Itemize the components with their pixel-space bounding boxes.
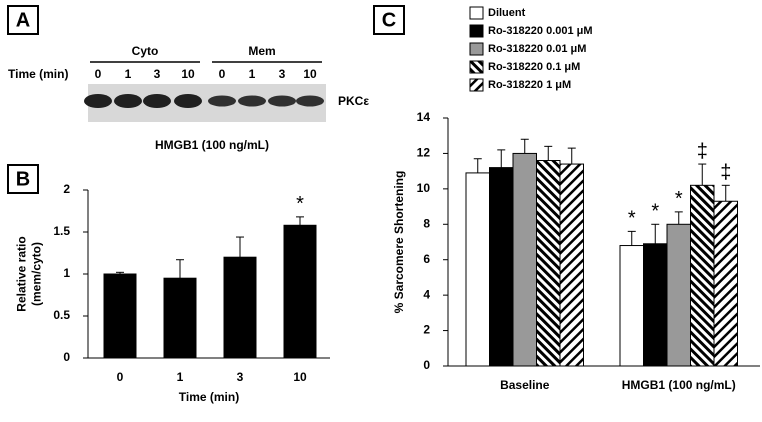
bar [223,256,257,359]
error-bar [721,184,730,202]
bar [283,224,317,359]
bar [690,184,715,367]
y-axis-label: Relative ratio [15,236,29,311]
significance-mark: * [628,208,636,230]
y-axis-label: % Sarcomere Shortening [392,171,406,314]
x-tick-label: 0 [117,370,124,384]
lane-label: 0 [95,67,102,81]
x-tick-label: 1 [177,370,184,384]
y-tick-label: 1 [63,266,70,280]
error-bar [473,158,482,173]
lane-label: 0 [219,67,226,81]
lane-label: 3 [154,67,161,81]
group-label: Mem [248,44,275,58]
significance-mark: * [675,188,683,210]
lane-label: 1 [125,67,132,81]
error-bar [497,149,506,168]
band [238,95,266,107]
y-axis-label: (mem/cyto) [30,242,44,306]
caption: HMGB1 (100 ng/mL) [155,138,269,152]
x-tick-label: 3 [237,370,244,384]
bar [619,245,644,367]
panel-label: A [16,9,30,31]
error-bar [520,138,529,154]
legend-label: Ro-318220 0.1 μM [488,61,580,73]
lanes: 0 1 3 10 0 1 3 10 [95,67,317,81]
error-bar [176,259,184,279]
y-tick-label: 4 [423,287,430,301]
legend-label: Diluent [488,7,526,19]
band [296,95,324,107]
legend-label: Ro-318220 0.001 μM [488,25,593,37]
legend-label: Ro-318220 0.01 μM [488,43,586,55]
y-tick-label: 2 [423,323,430,337]
panel-a: A Cyto Mem Time (min) 0 1 3 10 0 1 3 10 PKCε HM… [7,5,369,152]
band [114,94,142,108]
bar [666,223,691,367]
lane-label: 10 [303,67,317,81]
band [174,94,202,108]
band [143,94,171,108]
error-bar [236,236,244,258]
x-axis-label: Time (min) [179,390,239,404]
band [84,94,112,108]
bar [713,200,738,367]
significance-mark: * [651,201,659,223]
bar [489,167,514,367]
bar [163,277,197,359]
legend-swatch [469,42,484,56]
error-bar [627,230,636,246]
bar [465,172,490,367]
bar [559,163,584,367]
group-label: Cyto [132,44,159,58]
y-tick-label: 1.5 [53,224,70,238]
band [208,95,236,107]
y-tick-label: 8 [423,216,430,230]
y-tick-label: 0.5 [53,308,70,322]
error-bar [674,211,683,225]
bar [103,273,137,359]
x-tick-label: Baseline [500,378,550,392]
y-tick-label: 12 [417,146,431,160]
significance-mark: ‡ [697,140,708,162]
lane-label: 3 [279,67,286,81]
y-tick-label: 14 [417,110,431,124]
legend-swatch [469,6,484,20]
panel-box [7,5,39,35]
error-bar [296,216,304,226]
lane-label: 1 [249,67,256,81]
y-tick-label: 10 [417,181,431,195]
error-bar [567,147,576,165]
panel-label: C [382,9,396,31]
legend-swatch [469,78,484,92]
bar [512,152,537,367]
error-bar [651,223,660,244]
error-bar [698,163,707,186]
legend-label: Ro-318220 1 μM [488,79,571,91]
x-tick-label: 10 [293,370,307,384]
legend-swatch [469,60,484,74]
bar [643,243,668,367]
error-bar [544,145,553,161]
significance-mark: ‡ [720,162,731,184]
error-bar [116,271,124,274]
y-tick-label: 2 [63,182,70,196]
row-label: Time (min) [8,67,68,81]
lane-label: 10 [181,67,195,81]
x-tick-label: HMGB1 (100 ng/mL) [622,378,736,392]
panel-box [7,164,39,194]
legend-swatch [469,24,484,38]
bands [84,94,324,108]
y-tick-label: 0 [63,350,70,364]
band [268,95,296,107]
panel-label: B [16,168,30,190]
y-tick-label: 6 [423,252,430,266]
significance-mark: * [296,193,304,215]
panel-box [373,5,405,35]
bar [536,160,561,367]
band-label: PKCε [338,94,369,108]
y-tick-label: 0 [423,358,430,372]
